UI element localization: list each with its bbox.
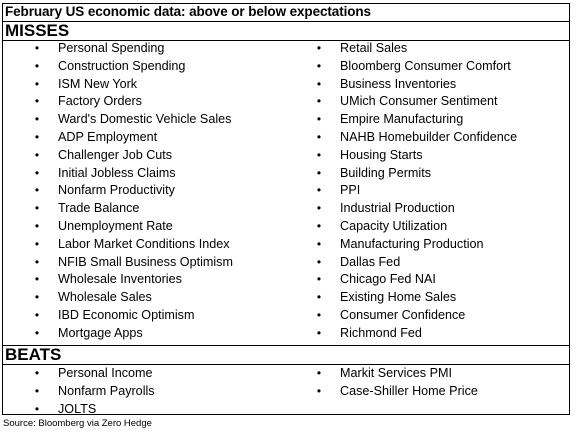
misses-right-item-label: Chicago Fed NAI xyxy=(340,272,436,287)
misses-left-item-label: Construction Spending xyxy=(58,58,186,73)
misses-right-item-label: Capacity Utilization xyxy=(340,218,448,233)
misses-header: MISSES xyxy=(2,21,570,41)
misses-right-item-label: UMich Consumer Sentiment xyxy=(340,94,498,109)
misses-left-item-label: Wholesale Inventories xyxy=(58,272,182,287)
bullet-icon: • xyxy=(316,307,322,322)
misses-right-item-label: Industrial Production xyxy=(340,201,455,216)
bullet-icon: • xyxy=(316,290,322,305)
bullet-icon: • xyxy=(34,41,40,55)
bullet-icon: • xyxy=(34,366,40,380)
bullet-icon: • xyxy=(316,383,322,398)
misses-left-item-label: Trade Balance xyxy=(58,201,140,216)
bullet-icon: • xyxy=(34,94,40,109)
misses-right-item-label: Housing Starts xyxy=(340,147,423,162)
bullet-icon: • xyxy=(316,58,322,73)
bullet-icon: • xyxy=(34,383,40,398)
bullet-icon: • xyxy=(316,147,322,162)
beats-left-item-label: Nonfarm Payrolls xyxy=(58,383,155,398)
bullet-icon: • xyxy=(34,272,40,287)
bullet-icon: • xyxy=(316,325,322,340)
bullet-icon: • xyxy=(316,165,322,180)
misses-right-item-label: Empire Manufacturing xyxy=(340,112,464,127)
misses-left-item-label: Mortgage Apps xyxy=(58,325,143,340)
bullet-icon: • xyxy=(34,307,40,322)
bullet-icon: • xyxy=(34,236,40,251)
bullet-icon: • xyxy=(34,165,40,180)
misses-right-item-label: PPI xyxy=(340,183,361,198)
bullet-icon: • xyxy=(316,112,322,127)
misses-right-item-label: Bloomberg Consumer Comfort xyxy=(340,58,511,73)
bullet-icon: • xyxy=(34,401,40,416)
bullet-icon: • xyxy=(316,254,322,269)
bullet-icon: • xyxy=(316,236,322,251)
misses-right-item-label: Dallas Fed xyxy=(340,254,401,269)
bullet-icon: • xyxy=(34,76,40,91)
misses-left-item-label: ISM New York xyxy=(58,76,138,91)
misses-left-item-label: Initial Jobless Claims xyxy=(58,165,176,180)
misses-right-item-label: Manufacturing Production xyxy=(340,236,484,251)
beats-right-item-label: Case-Shiller Home Price xyxy=(340,383,478,398)
misses-left-item-label: NFIB Small Business Optimism xyxy=(58,254,233,269)
bullet-icon: • xyxy=(34,112,40,127)
misses-left-item-label: IBD Economic Optimism xyxy=(58,307,195,322)
beats-left-item-label: Personal Income xyxy=(58,366,153,380)
bullet-icon: • xyxy=(316,366,322,380)
bullet-icon: • xyxy=(316,218,322,233)
misses-left-item-label: Unemployment Rate xyxy=(58,218,173,233)
bullet-icon: • xyxy=(316,94,322,109)
misses-left-item-label: Labor Market Conditions Index xyxy=(58,236,230,251)
bullet-icon: • xyxy=(34,183,40,198)
misses-left-item-label: ADP Employment xyxy=(58,129,158,144)
bullet-icon: • xyxy=(316,41,322,55)
page-title: February US economic data: above or belo… xyxy=(5,4,371,19)
bullet-icon: • xyxy=(34,218,40,233)
bullet-icon: • xyxy=(34,147,40,162)
beats-header: BEATS xyxy=(2,345,570,365)
misses-left-item-label: Challenger Job Cuts xyxy=(58,147,173,162)
misses-right-item-label: Existing Home Sales xyxy=(340,290,457,305)
bullet-icon: • xyxy=(34,325,40,340)
source-note: Source: Bloomberg via Zero Hedge xyxy=(3,418,152,429)
table-frame xyxy=(2,3,570,415)
bullet-icon: • xyxy=(34,201,40,216)
bullet-icon: • xyxy=(316,272,322,287)
beats-left-item-label: JOLTS xyxy=(58,401,97,416)
misses-right-item-label: Consumer Confidence xyxy=(340,307,466,322)
beats-right-item-label: Markit Services PMI xyxy=(340,366,452,380)
bullet-icon: • xyxy=(316,183,322,198)
bullet-icon: • xyxy=(316,201,322,216)
bullet-icon: • xyxy=(316,129,322,144)
misses-left-item-label: Wholesale Sales xyxy=(58,290,152,305)
bullet-icon: • xyxy=(34,290,40,305)
misses-right-item-label: Building Permits xyxy=(340,165,431,180)
misses-left-item-label: Personal Spending xyxy=(58,41,165,55)
misses-right-item-label: Richmond Fed xyxy=(340,325,422,340)
misses-left-item-label: Ward's Domestic Vehicle Sales xyxy=(58,112,232,127)
misses-left-item-label: Nonfarm Productivity xyxy=(58,183,175,198)
misses-right-item-label: NAHB Homebuilder Confidence xyxy=(340,129,518,144)
bullet-icon: • xyxy=(316,76,322,91)
misses-right-item-label: Retail Sales xyxy=(340,41,408,55)
misses-right-item-label: Business Inventories xyxy=(340,76,457,91)
misses-left-item-label: Factory Orders xyxy=(58,94,142,109)
bullet-icon: • xyxy=(34,254,40,269)
bullet-icon: • xyxy=(34,129,40,144)
bullet-icon: • xyxy=(34,58,40,73)
